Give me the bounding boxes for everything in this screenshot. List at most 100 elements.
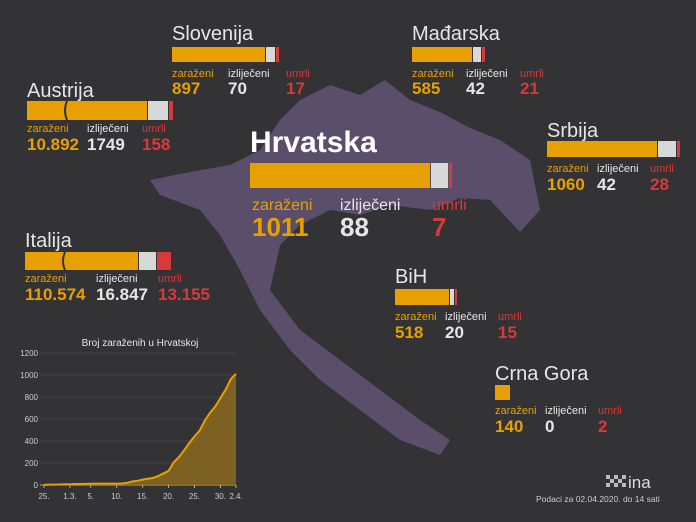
x-tick-label: 15. [137,492,148,501]
country-name: Srbija [547,120,599,142]
stat-label: zaraženi [547,163,589,175]
stat-label: izliječeni [466,68,508,80]
bar-segment [412,47,472,62]
stat-value: 158 [142,135,170,154]
bar-segment [449,163,452,188]
stat-label: izliječeni [597,163,639,175]
bar-segment [276,47,279,62]
countries: Slovenijazaraženi897izliječeni70umrli17M… [25,23,680,436]
stat-label: zaraženi [27,123,69,135]
bar-segment [547,141,657,157]
country-name: BiH [395,266,427,288]
area [44,373,236,485]
bar-segment [677,141,680,157]
stat-label: zaraženi [495,405,537,417]
x-tick-label: 30. [215,492,226,501]
stat-label: izliječeni [340,197,400,214]
stat-value: 1011 [252,212,308,242]
x-tick-label: 25. [189,492,200,501]
bar-segment [157,252,171,270]
x-tick-label: 10. [111,492,122,501]
bar-segment [25,252,138,270]
y-tick-label: 800 [25,393,39,402]
stat-label: umrli [498,311,522,323]
bar-segment [139,252,156,270]
stat-value: 28 [650,175,669,194]
country-name: Italija [25,230,73,252]
stat-value: 897 [172,79,200,98]
stat-value: 1749 [87,135,125,154]
bar-segment [450,289,454,305]
stat-label: izliječeni [545,405,587,417]
x-tick-label: 2.4. [229,492,242,501]
y-tick-label: 1000 [20,371,38,380]
stat-value: 15 [498,323,517,342]
bar-segment [495,385,510,400]
chart-title: Broj zaraženih u Hrvatskoj [82,338,199,349]
stat-value: 20 [445,323,464,342]
stat-value: 16.847 [96,285,148,304]
logo: ina [628,473,651,492]
line [43,373,237,486]
stat-label: umrli [520,68,544,80]
stat-label: umrli [286,68,310,80]
stat-label: izliječeni [445,311,487,323]
bar-segment [169,101,173,120]
bar-segment [431,163,448,188]
stat-value: 110.574 [25,285,86,304]
y-tick-label: 1200 [20,349,38,358]
bar-break [64,100,68,121]
country-name: Austrija [27,80,95,102]
y-tick-label: 0 [34,481,39,490]
x-tick-label: 5. [87,492,94,501]
stat-value: 585 [412,79,440,98]
stat-value: 42 [466,79,485,98]
stat-label: izliječeni [96,273,138,285]
stat-label: umrli [432,197,467,214]
country-name: Mađarska [412,23,501,45]
bar-segment [482,47,485,62]
y-tick-label: 200 [25,459,39,468]
stat-label: zaraženi [172,68,214,80]
bar-segment [455,289,457,305]
footer: Podaci za 02.04.2020. do 14 sati [536,494,660,504]
stat-label: izliječeni [87,123,129,135]
stat-value: 2 [598,417,607,436]
stat-value: 1060 [547,175,585,194]
stat-label: zaraženi [25,273,67,285]
stat-value: 42 [597,175,616,194]
stat-value: 10.892 [27,135,79,154]
stat-value: 88 [340,212,369,242]
stat-label: umrli [158,273,182,285]
y-tick-label: 600 [25,415,39,424]
country-name: Slovenija [172,23,254,45]
x-tick-label: 1.3. [63,492,76,501]
stat-value: 140 [495,417,523,436]
y-tick-label: 400 [25,437,39,446]
bar-segment [266,47,275,62]
stat-label: izliječeni [228,68,270,80]
x-tick-label: 25. [38,492,49,501]
stat-value: 0 [545,417,554,436]
bar-segment [148,101,168,120]
logo-mark [606,475,626,487]
bar-segment [473,47,481,62]
stat-label: umrli [142,123,166,135]
cases-chart: Broj zaraženih u Hrvatskoj 0 200 400 600 800 1… [20,338,242,501]
country-name: Hrvatska [250,126,377,159]
stat-label: umrli [598,405,622,417]
bar-segment [250,163,430,188]
stat-value: 7 [432,212,446,242]
country-name: Crna Gora [495,363,589,385]
stat-value: 518 [395,323,423,342]
stat-label: umrli [650,163,674,175]
stat-label: zaraženi [395,311,437,323]
stat-value: 21 [520,79,539,98]
bar-segment [658,141,676,157]
bar-segment [27,101,147,120]
stat-label: zaraženi [412,68,454,80]
stat-label: zaraženi [252,197,312,214]
stat-value: 70 [228,79,247,98]
